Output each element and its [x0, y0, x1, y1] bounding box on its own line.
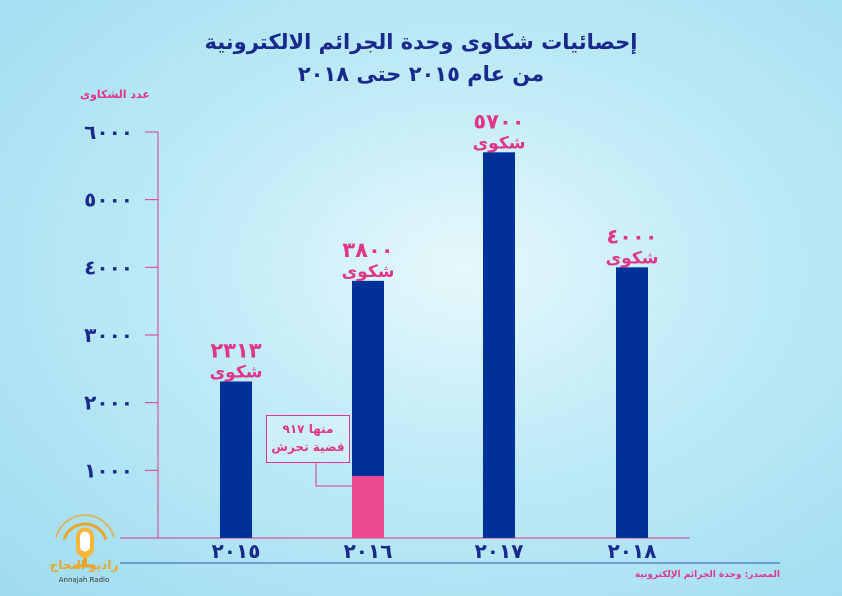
data-unit-label: شكوى [342, 262, 395, 282]
data-label: ٤٠٠٠ [606, 224, 657, 248]
bar-segment [352, 475, 384, 538]
data-label: ٥٧٠٠ [473, 109, 524, 133]
microphone-icon [55, 514, 115, 568]
annotation-connector [315, 463, 352, 487]
data-unit-label: شكوى [473, 133, 526, 153]
y-tick-label: ٦٠٠٠ [84, 120, 133, 144]
harassment-annotation: منها ٩١٧ قضية تحرش [266, 415, 350, 463]
data-label: ٣٨٠٠ [342, 238, 393, 262]
bar [483, 152, 515, 539]
x-tick-label: ٢٠١٦ [344, 539, 393, 563]
x-tick-label: ٢٠١٥ [212, 539, 261, 563]
annotation-line-2: قضية تحرش [271, 440, 345, 454]
chart-subtitle: من عام ٢٠١٥ حتى ٢٠١٨ [297, 62, 545, 86]
bar [220, 381, 252, 538]
data-label: ٢٣١٣ [210, 338, 261, 362]
x-tick-label: ٢٠١٧ [475, 539, 524, 563]
chart-title: إحصائيات شكاوى وحدة الجرائم الالكترونية [204, 30, 638, 54]
y-tick-label: ٣٠٠٠ [84, 323, 133, 347]
y-tick-label: ٤٠٠٠ [84, 255, 133, 279]
source-note: المصدر: وحدة الجرائم الإلكترونية [634, 570, 780, 580]
bar [616, 267, 648, 538]
data-unit-label: شكوى [210, 362, 263, 382]
y-tick-label: ٢٠٠٠ [84, 391, 133, 415]
logo-subtitle: Annajah Radio [58, 576, 110, 584]
data-unit-label: شكوى [606, 248, 659, 268]
y-tick-label: ٥٠٠٠ [84, 188, 133, 212]
y-axis-label: عدد الشكاوى [80, 88, 150, 101]
x-tick-label: ٢٠١٨ [608, 539, 657, 563]
annotation-line-1: منها ٩١٧ [282, 422, 334, 436]
y-tick-label: ١٠٠٠ [84, 458, 133, 482]
logo-name: راديو النجاح [49, 558, 119, 572]
